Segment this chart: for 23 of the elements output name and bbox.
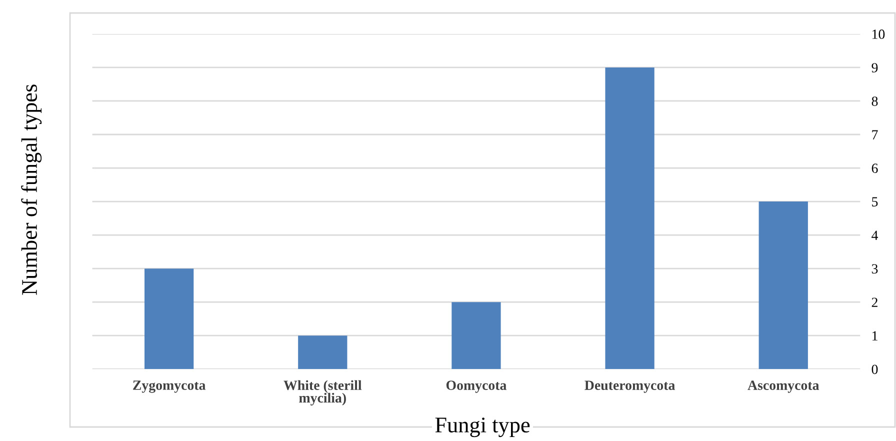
- y-tick-label: 1: [872, 331, 878, 340]
- x-tick-label: Ascomycota: [748, 380, 820, 393]
- bar: [605, 67, 654, 370]
- bar: [144, 268, 194, 370]
- x-axis-title: Fungi type: [435, 418, 530, 438]
- bar: [758, 202, 808, 370]
- y-tick-label: 10: [872, 30, 885, 39]
- y-tick-label: 4: [872, 230, 878, 240]
- y-tick-label: 6: [872, 164, 878, 173]
- y-tick-label: 2: [872, 298, 878, 307]
- x-tick-label: Deuteromycota: [584, 380, 675, 393]
- x-tick-label: Oomycota: [446, 380, 506, 393]
- y-tick-label: 9: [872, 63, 878, 72]
- x-tick-label: White (sterill mycilia): [284, 380, 362, 406]
- y-tick-label: 3: [872, 264, 878, 274]
- y-tick-label: 0: [872, 364, 878, 374]
- y-tick-label: 5: [872, 197, 878, 206]
- y-tick-label: 8: [872, 96, 878, 106]
- bar: [452, 302, 501, 370]
- x-tick-label: Zygomycota: [133, 380, 206, 393]
- y-tick-label: 7: [872, 130, 878, 140]
- bar: [298, 336, 348, 370]
- y-axis-title: Number of fungal types: [21, 84, 42, 295]
